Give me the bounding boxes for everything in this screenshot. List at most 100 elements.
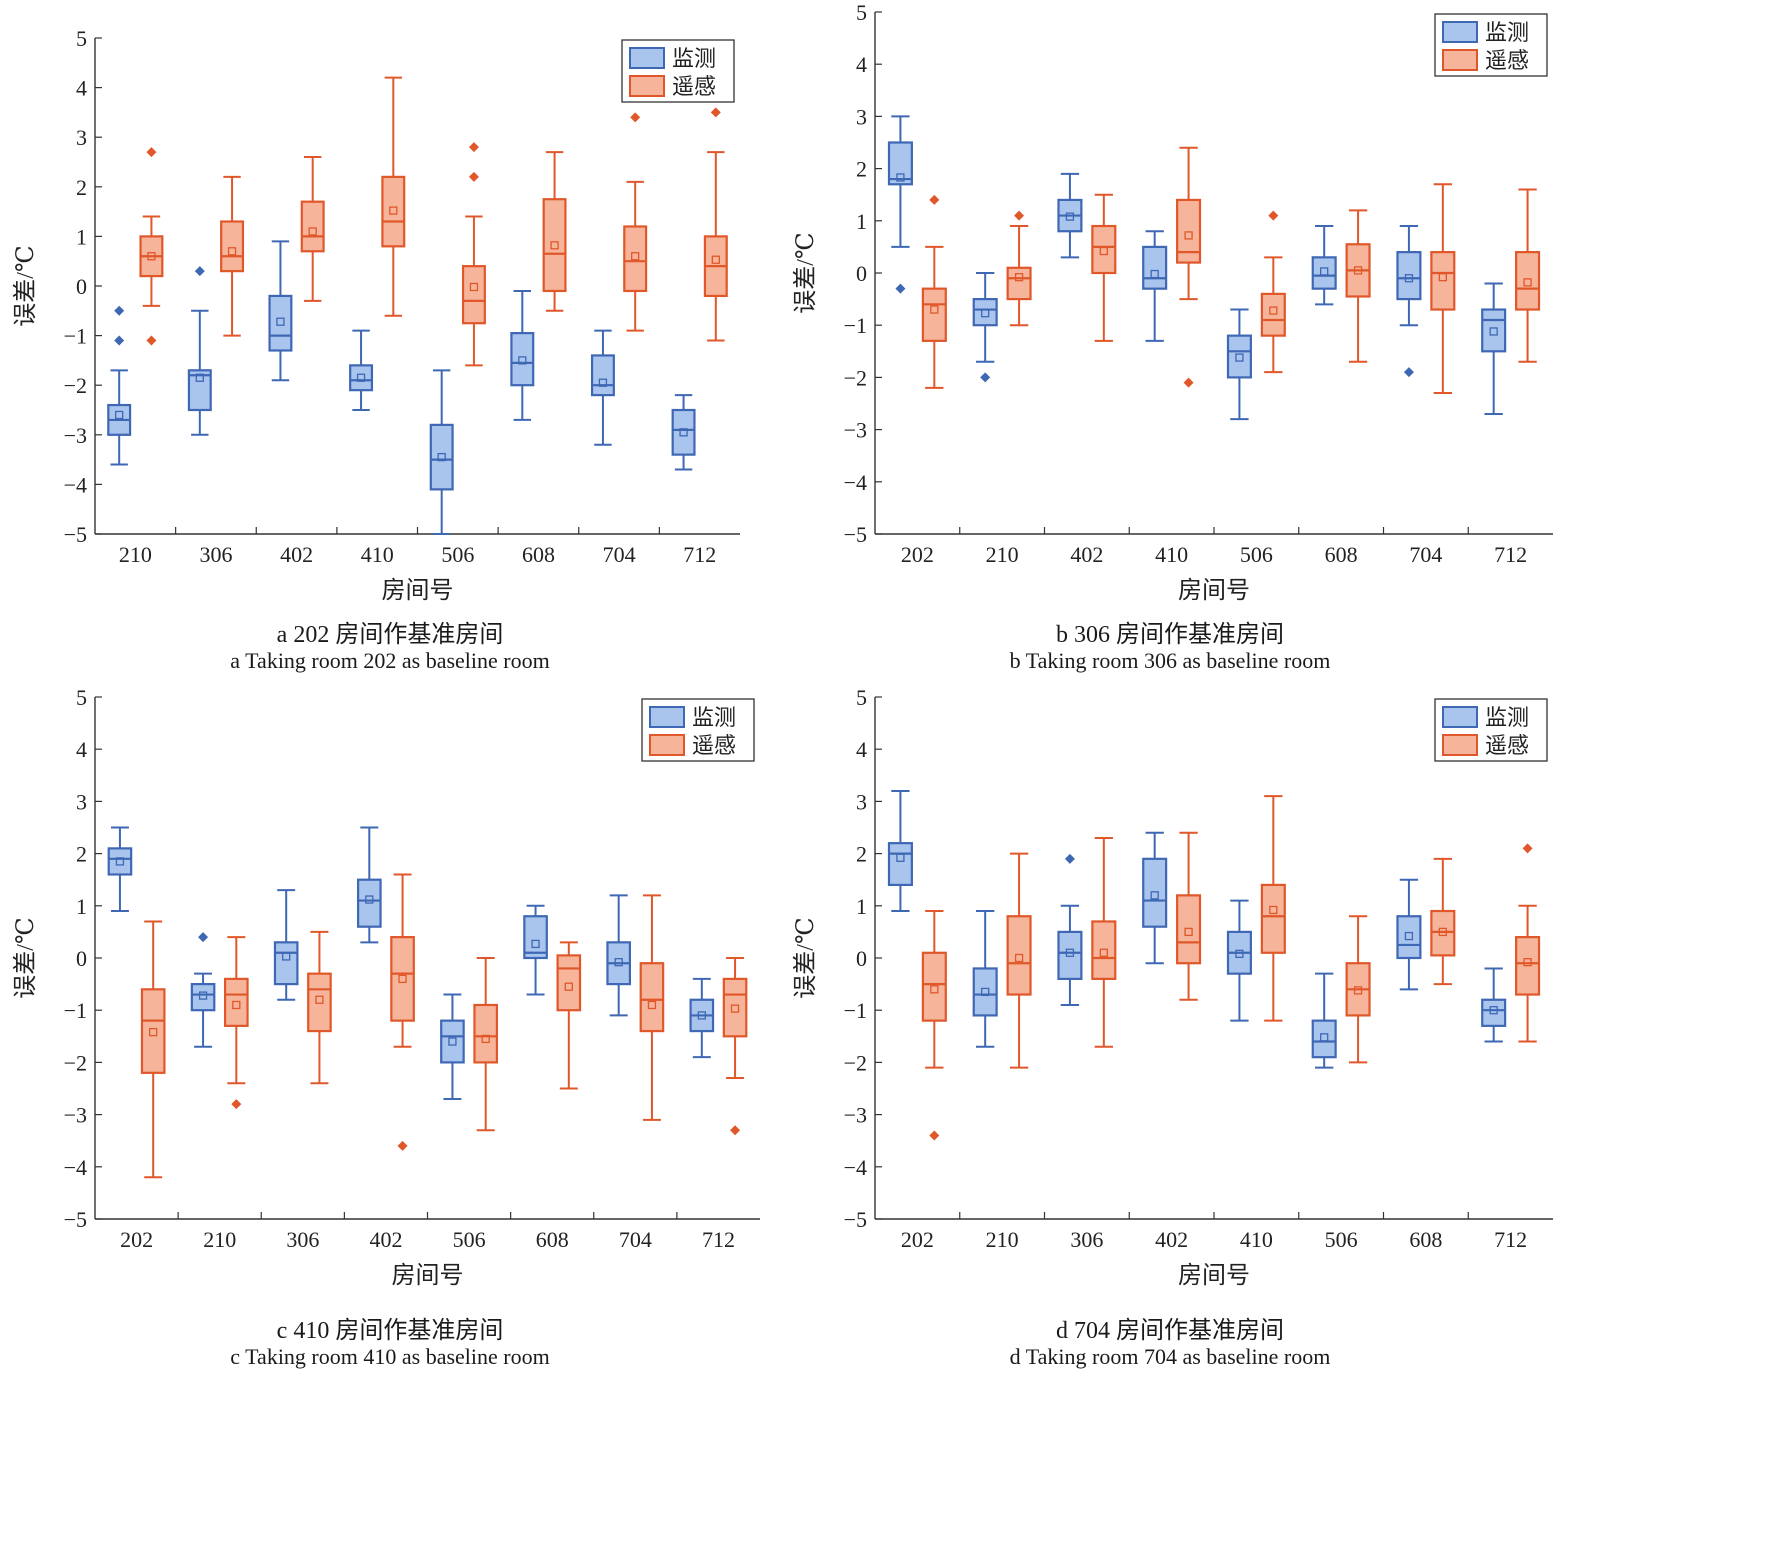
box-iqr: [390, 936, 415, 1022]
box-sensing-402: [1091, 193, 1117, 342]
x-tick-label: 506: [1325, 1227, 1358, 1252]
outlier-point: [114, 305, 125, 316]
mean-marker: [1489, 327, 1498, 336]
mean-marker: [1150, 891, 1159, 900]
y-tick-label: −2: [64, 1050, 87, 1075]
box-iqr: [190, 982, 216, 1012]
box-iqr: [523, 915, 548, 960]
y-tick-label: 5: [856, 0, 867, 25]
mean-marker: [389, 206, 398, 215]
y-tick-label: 4: [856, 737, 867, 762]
box-monitor-402: [1142, 831, 1168, 965]
box-iqr: [473, 1003, 499, 1064]
box-sensing-506: [1260, 210, 1286, 374]
y-tick-label: −2: [64, 373, 87, 398]
box-monitor-608: [1396, 878, 1422, 991]
box-iqr: [1142, 245, 1168, 290]
box-monitor-506: [1226, 308, 1252, 421]
caption-c-zh: c 410 房间作基准房间: [276, 1318, 504, 1344]
x-tick-label: 704: [619, 1227, 652, 1252]
box-monitor-402: [268, 240, 293, 382]
mean-marker: [1014, 273, 1024, 282]
y-tick-label: 4: [76, 737, 87, 762]
mean-marker: [697, 1011, 706, 1020]
x-axis-title: 房间号: [382, 577, 454, 604]
box-sensing-712: [722, 957, 748, 1136]
legend-label: 遥感: [692, 733, 736, 758]
y-tick-label: −5: [64, 522, 87, 547]
box-iqr: [972, 967, 998, 1017]
box-iqr: [1260, 883, 1286, 954]
figure: 5 4 3 2 1 0 −1 −2 −3 −4 −5 210 306 402 410 506 608 704 712…: [12, 0, 1553, 1369]
x-tick-label: 712: [1494, 542, 1527, 567]
mean-marker: [896, 173, 905, 182]
box-iqr: [1396, 251, 1422, 301]
mean-marker: [1184, 231, 1193, 240]
legend-label: 监测: [1485, 705, 1529, 730]
outlier-point: [194, 266, 205, 277]
box-iqr: [1396, 915, 1422, 960]
outlier-point: [630, 112, 641, 123]
outlier-point: [929, 194, 940, 205]
mean-marker: [930, 305, 939, 314]
outlier-point: [198, 932, 209, 943]
y-tick-label: −5: [844, 522, 867, 547]
mean-marker: [564, 982, 573, 991]
x-tick-label: 712: [683, 542, 716, 567]
outlier-point: [397, 1140, 408, 1151]
caption-b-en: b Taking room 306 as baseline room: [1009, 648, 1331, 673]
mean-marker: [930, 985, 939, 994]
box-monitor-210: [972, 272, 998, 383]
box-iqr: [1091, 224, 1117, 275]
box-iqr: [1260, 292, 1286, 337]
mean-marker: [149, 1027, 158, 1037]
mean-marker: [981, 309, 990, 318]
box-iqr: [440, 1019, 465, 1064]
box-monitor-712: [1481, 282, 1507, 415]
box-sensing-608: [556, 941, 582, 1090]
y-tick-label: −4: [844, 470, 867, 495]
box-iqr: [639, 962, 665, 1033]
box-sensing-712: [703, 107, 728, 342]
box-sensing-410: [1176, 146, 1202, 388]
box-monitor-712: [671, 394, 696, 471]
mean-marker: [1269, 905, 1278, 915]
mean-marker: [1438, 927, 1447, 937]
y-axis-title: 误差/℃: [12, 245, 39, 327]
x-tick-label: 608: [1409, 1227, 1442, 1252]
mean-marker: [308, 227, 317, 236]
legend-label: 遥感: [672, 74, 716, 99]
outlier-point: [1183, 377, 1194, 388]
mean-marker: [198, 991, 208, 1000]
y-tick-label: −1: [64, 324, 87, 349]
box-iqr: [220, 220, 245, 273]
y-tick-label: 3: [76, 125, 87, 150]
box-iqr: [887, 141, 913, 186]
box-monitor-410: [349, 329, 374, 411]
box-sensing-402: [300, 156, 325, 302]
mean-marker: [1489, 1006, 1498, 1015]
box-iqr: [623, 225, 648, 293]
box-iqr: [1057, 930, 1083, 980]
mean-marker: [115, 410, 124, 420]
box-iqr: [510, 332, 535, 387]
box-iqr: [349, 364, 374, 392]
mean-marker: [1099, 246, 1108, 256]
y-tick-label: 1: [856, 894, 867, 919]
outlier-point: [146, 147, 157, 158]
outlier-point: [114, 335, 125, 346]
box-sensing-306: [307, 930, 332, 1085]
mean-marker: [518, 356, 527, 365]
box-monitor-410: [1226, 899, 1252, 1022]
caption-b-zh: b 306 房间作基准房间: [1056, 622, 1284, 648]
box-monitor-506: [440, 993, 465, 1100]
y-tick-label: −1: [844, 998, 867, 1023]
legend-label: 监测: [672, 46, 716, 71]
box-iqr: [590, 354, 615, 397]
y-tick-label: 2: [856, 157, 867, 182]
mean-marker: [437, 452, 446, 462]
mean-marker: [1320, 267, 1329, 276]
y-tick-label: 1: [76, 224, 87, 249]
y-tick-label: −1: [64, 998, 87, 1023]
